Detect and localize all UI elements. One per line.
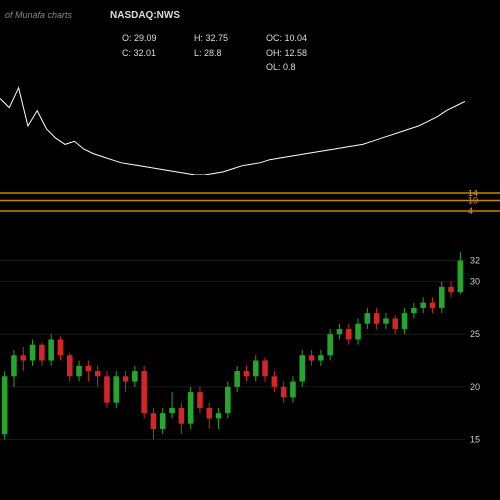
ol-val: 0.8 (283, 62, 296, 72)
oc-label: OC: (266, 33, 282, 43)
h-label: H: (194, 33, 203, 43)
l-label: L: (194, 48, 202, 58)
c-val: 32.01 (134, 48, 157, 58)
candlestick-panel: 15 20 25 30 32 (0, 250, 500, 460)
svg-text:20: 20 (470, 382, 480, 392)
svg-text:25: 25 (470, 329, 480, 339)
o-val: 29.09 (134, 33, 157, 43)
svg-text:15: 15 (470, 434, 480, 444)
ohlc-stats: O: 29.09 H: 32.75 OC: 10.04 C: 32.01 L: … (120, 30, 338, 76)
oh-val: 12.58 (285, 48, 308, 58)
ol-label: OL: (266, 62, 281, 72)
svg-text:10: 10 (468, 196, 478, 206)
c-label: C: (122, 48, 131, 58)
indicator-band-panel: 14104 (0, 190, 500, 226)
oc-val: 10.04 (285, 33, 308, 43)
oh-label: OH: (266, 48, 282, 58)
svg-text:32: 32 (470, 256, 480, 266)
l-val: 28.8 (204, 48, 222, 58)
h-val: 32.75 (206, 33, 229, 43)
line-chart-panel (0, 80, 465, 175)
svg-text:30: 30 (470, 277, 480, 287)
symbol-label: NASDAQ:NWS (110, 10, 180, 21)
watermark-text: of Munafa charts (5, 10, 72, 20)
svg-text:4: 4 (468, 206, 473, 216)
o-label: O: (122, 33, 132, 43)
